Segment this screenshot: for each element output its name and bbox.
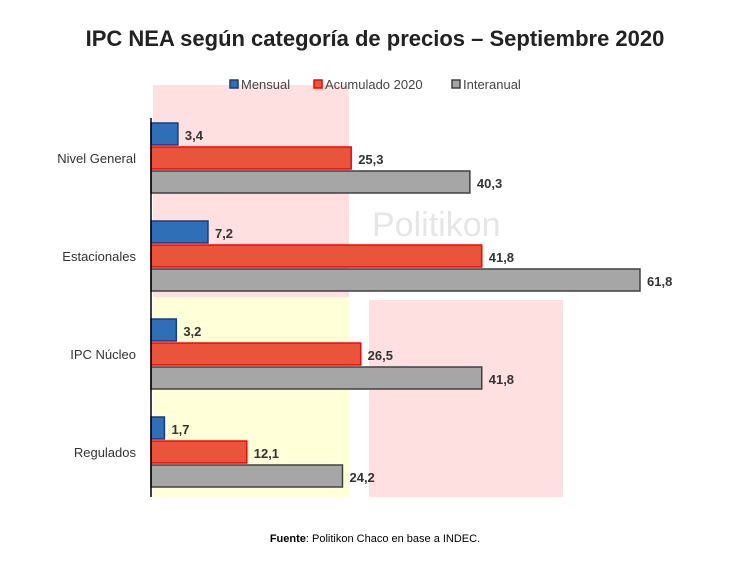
bar (150, 366, 483, 390)
legend-swatch (229, 79, 239, 89)
category-label: IPC Núcleo (70, 347, 136, 362)
legend-swatch (451, 79, 461, 89)
source-label: Fuente (269, 533, 306, 545)
bar (150, 342, 362, 366)
bar (150, 122, 179, 146)
bar (150, 464, 344, 488)
data-label: 61,8 (647, 274, 672, 289)
data-label: 40,3 (477, 176, 502, 191)
legend-swatch (313, 79, 323, 89)
data-label: 1,7 (171, 422, 189, 437)
legend-label: Acumulado 2020 (325, 77, 423, 92)
data-label: 24,2 (349, 470, 374, 485)
data-label: 26,5 (368, 348, 393, 363)
background-panel (369, 300, 563, 497)
data-label: 41,8 (489, 250, 514, 265)
bar (150, 416, 166, 440)
source-text: : Politikon Chaco en base a INDEC. (305, 533, 481, 545)
chart-title: IPC NEA según categoría de precios – Sep… (85, 26, 665, 51)
bar (150, 268, 641, 292)
category-label: Estacionales (62, 249, 136, 264)
bar (150, 146, 352, 170)
category-label: Nivel General (57, 151, 136, 166)
data-label: 3,4 (185, 128, 204, 143)
data-label: 41,8 (489, 372, 514, 387)
watermark: Politikon (372, 206, 501, 244)
category-label: Regulados (74, 445, 137, 460)
bar (150, 220, 209, 244)
bar (150, 170, 471, 194)
legend-label: Interanual (463, 77, 521, 92)
bar (150, 318, 178, 342)
data-label: 12,1 (254, 446, 279, 461)
bar (150, 244, 483, 268)
source-note: Fuente: Politikon Chaco en base a INDEC. (0, 533, 750, 545)
legend-label: Mensual (241, 77, 290, 92)
data-label: 3,2 (183, 324, 201, 339)
data-label: 25,3 (358, 152, 383, 167)
bar (150, 440, 248, 464)
data-label: 7,2 (215, 226, 233, 241)
